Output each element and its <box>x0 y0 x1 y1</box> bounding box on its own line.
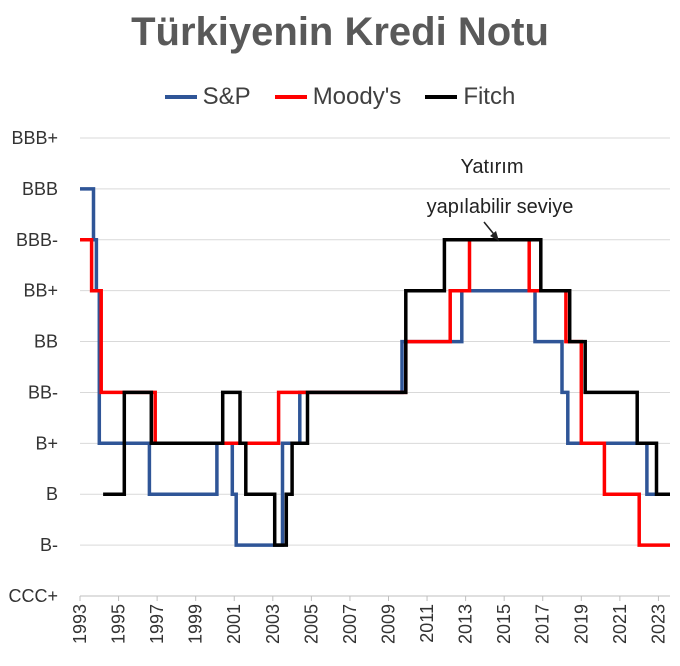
x-tick-label: 2019 <box>571 604 591 644</box>
legend-label-moodys: Moody's <box>312 83 402 110</box>
y-tick-label: B- <box>40 535 58 555</box>
y-tick-label: B <box>46 484 58 504</box>
y-tick-label: BBB- <box>16 230 58 250</box>
x-tick-label: 2011 <box>417 604 437 643</box>
x-tick-label: 2021 <box>610 604 630 644</box>
legend-item-fitch: Fitch <box>425 83 515 111</box>
y-tick-label: CCC+ <box>8 586 58 606</box>
legend-item-sp: S&P <box>164 83 251 111</box>
y-tick-label: B+ <box>35 433 58 453</box>
x-tick-label: 1999 <box>186 604 206 644</box>
legend-swatch-fitch <box>425 95 458 99</box>
x-tick-label: 2015 <box>494 604 514 644</box>
y-tick-label: BBB+ <box>11 128 58 148</box>
legend: S&P Moody's Fitch <box>0 83 680 111</box>
x-tick-label: 2005 <box>301 604 321 644</box>
legend-label-fitch: Fitch <box>463 83 516 110</box>
x-tick-label: 2013 <box>456 604 476 644</box>
series-line-sp <box>80 187 670 547</box>
x-tick-label: 2007 <box>340 604 360 644</box>
legend-label-sp: S&P <box>202 83 251 110</box>
annotation-line-2: yapılabilir seviye <box>427 196 574 218</box>
y-tick-label: BBB <box>22 179 58 199</box>
x-tick-label: 1993 <box>70 604 90 644</box>
legend-item-moodys: Moody's <box>274 83 402 111</box>
y-tick-label: BB- <box>28 382 58 402</box>
x-tick-label: 1995 <box>109 604 129 644</box>
series-line-fitch <box>103 238 670 547</box>
x-tick-label: 2009 <box>378 604 398 644</box>
chart-title: Türkiyenin Kredi Notu <box>131 10 549 54</box>
legend-swatch-moodys <box>274 95 307 99</box>
y-tick-label: BB+ <box>23 281 58 301</box>
x-tick-label: 2023 <box>648 604 668 644</box>
x-tick-label: 2003 <box>263 604 283 644</box>
x-tick-label: 1997 <box>147 604 167 644</box>
y-tick-label: BB <box>34 332 58 352</box>
x-tick-label: 2017 <box>533 604 553 644</box>
legend-swatch-sp <box>164 95 197 99</box>
x-tick-label: 2001 <box>224 604 244 644</box>
series-line-moodys <box>80 238 670 547</box>
annotation-arrow-head <box>490 231 499 241</box>
annotation-line-1: Yatırım <box>461 156 524 178</box>
